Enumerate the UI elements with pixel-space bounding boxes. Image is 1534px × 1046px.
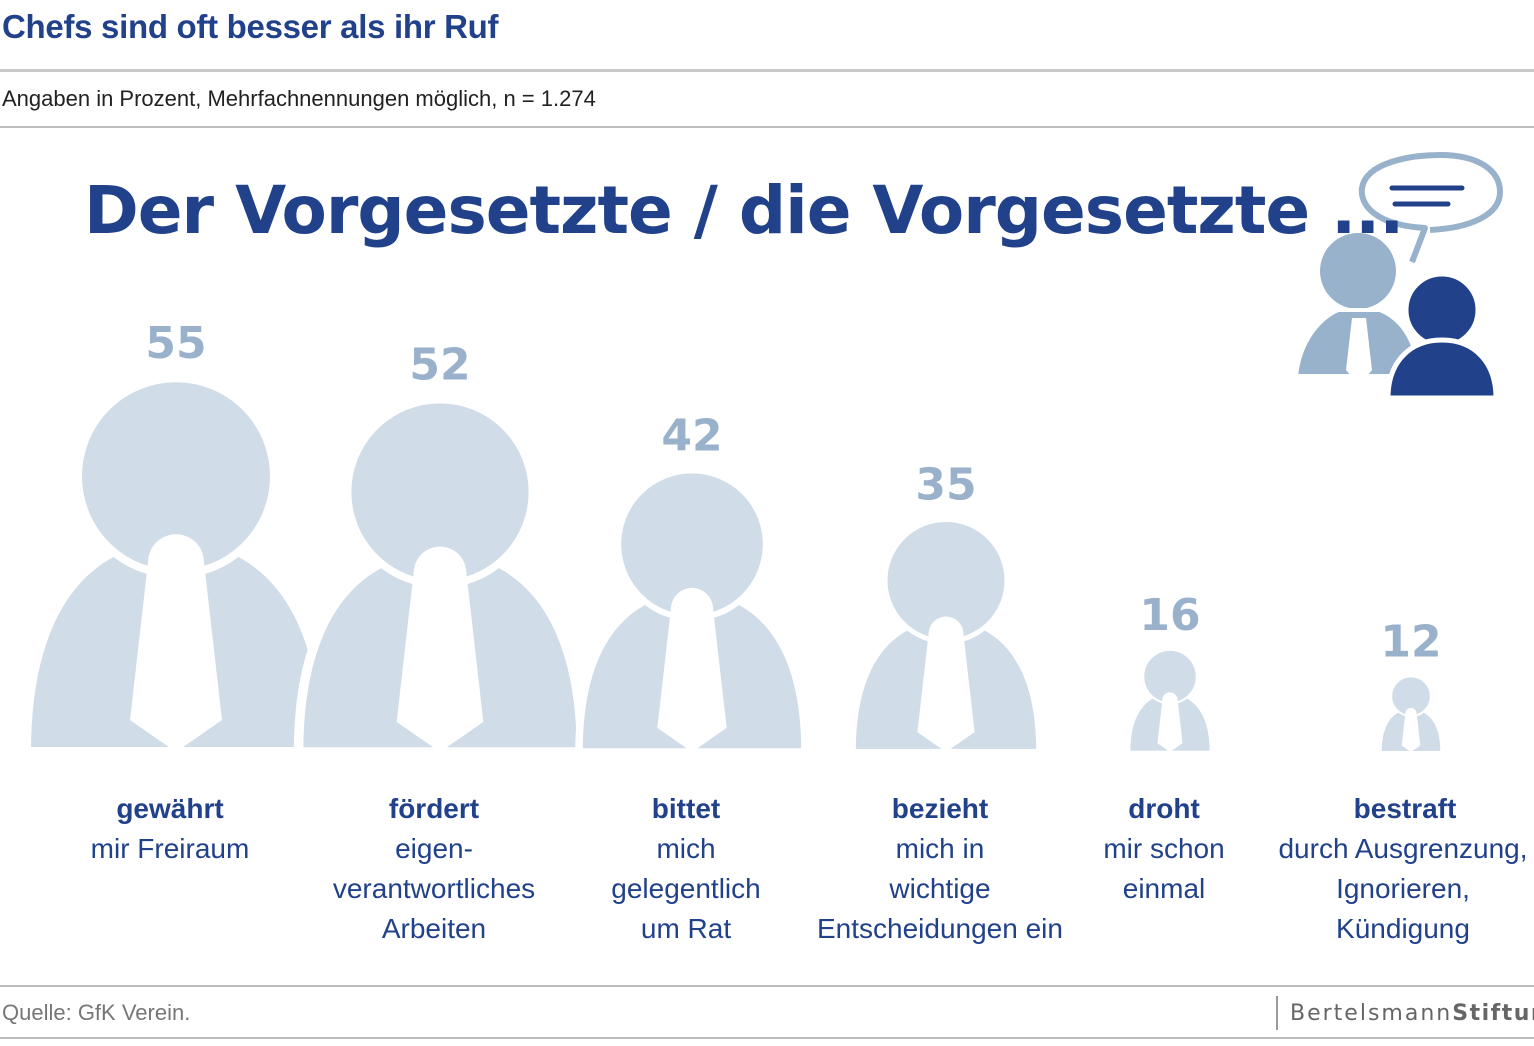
labels-group: gewährt mir Freiraum fördert eigen-verantwo… — [91, 793, 1528, 944]
chart-title: Chefs sind oft besser als ihr Ruf — [2, 8, 499, 45]
figure-tie-5 — [1401, 713, 1421, 752]
brand-logo: BertelsmannStiftung — [1290, 1001, 1534, 1026]
figures-group — [20, 374, 1443, 757]
footer-divider — [0, 985, 1534, 987]
category-label-line-2-0: mich — [656, 833, 715, 864]
figure-tie-0 — [130, 562, 222, 752]
category-label-line-0-0: mir Freiraum — [91, 833, 250, 864]
category-label-line-1-0: eigen- — [395, 833, 473, 864]
brand-bold: Stiftung — [1452, 1001, 1534, 1026]
category-label-line-5-2: Kündigung — [1336, 913, 1470, 944]
category-label-line-5-0: durch Ausgrenzung, — [1278, 833, 1527, 864]
value-label-1: 52 — [409, 340, 470, 391]
category-label-bold-2: bittet — [652, 793, 720, 824]
value-label-0: 55 — [145, 318, 206, 369]
speech-bubble-outline — [1358, 152, 1503, 264]
category-label-bold-3: bezieht — [892, 793, 988, 824]
title-divider — [0, 69, 1534, 72]
figure-tie-2 — [657, 609, 727, 752]
value-label-5: 12 — [1380, 616, 1441, 667]
person-dark-body — [1385, 337, 1499, 401]
category-label-line-4-1: einmal — [1123, 873, 1205, 904]
brand-separator — [1276, 996, 1278, 1030]
category-label-line-2-2: um Rat — [641, 913, 731, 944]
category-label-bold-5: bestraft — [1354, 793, 1457, 824]
category-label-line-1-2: Arbeiten — [382, 913, 486, 944]
source-note: Quelle: GfK Verein. — [2, 1000, 191, 1025]
person-dark-head — [1403, 271, 1481, 349]
figure-tie-1 — [396, 573, 484, 752]
figure-3 — [849, 516, 1043, 756]
category-label-line-3-0: mich in — [896, 833, 985, 864]
figure-tie-3 — [917, 633, 975, 752]
category-label-line-1-1: verantwortliches — [333, 873, 535, 904]
people-speech-icon — [1293, 152, 1503, 401]
bottom-rule — [0, 1037, 1534, 1039]
category-label-bold-4: droht — [1128, 793, 1200, 824]
chart-subtitle: Angaben in Prozent, Mehrfachnennungen mö… — [2, 86, 596, 111]
category-label-line-3-2: Entscheidungen ein — [817, 913, 1063, 944]
value-label-4: 16 — [1139, 590, 1200, 641]
figure-0 — [20, 374, 332, 757]
category-label-bold-1: fördert — [389, 793, 479, 824]
person-light-head — [1320, 233, 1396, 309]
category-label-line-3-1: wichtige — [888, 873, 990, 904]
category-label-bold-0: gewährt — [116, 793, 223, 824]
category-label-line-5-1: Ignorieren, — [1336, 873, 1470, 904]
figure-tie-4 — [1157, 700, 1183, 752]
figure-1 — [293, 395, 587, 757]
category-label-line-2-1: gelegentlich — [611, 873, 760, 904]
figure-2 — [575, 467, 809, 756]
subtitle-divider — [0, 126, 1534, 128]
headline: Der Vorgesetzte / die Vorgesetzte ... — [84, 172, 1404, 249]
values-group: 55 52 42 35 16 12 — [145, 318, 1441, 667]
figure-5 — [1379, 675, 1443, 754]
category-label-line-4-0: mir schon — [1103, 833, 1224, 864]
value-label-3: 35 — [915, 459, 976, 510]
value-label-2: 42 — [661, 410, 722, 461]
figure-4 — [1127, 648, 1213, 754]
person-light-tie — [1346, 318, 1372, 386]
brand-light: Bertelsmann — [1290, 1001, 1453, 1026]
